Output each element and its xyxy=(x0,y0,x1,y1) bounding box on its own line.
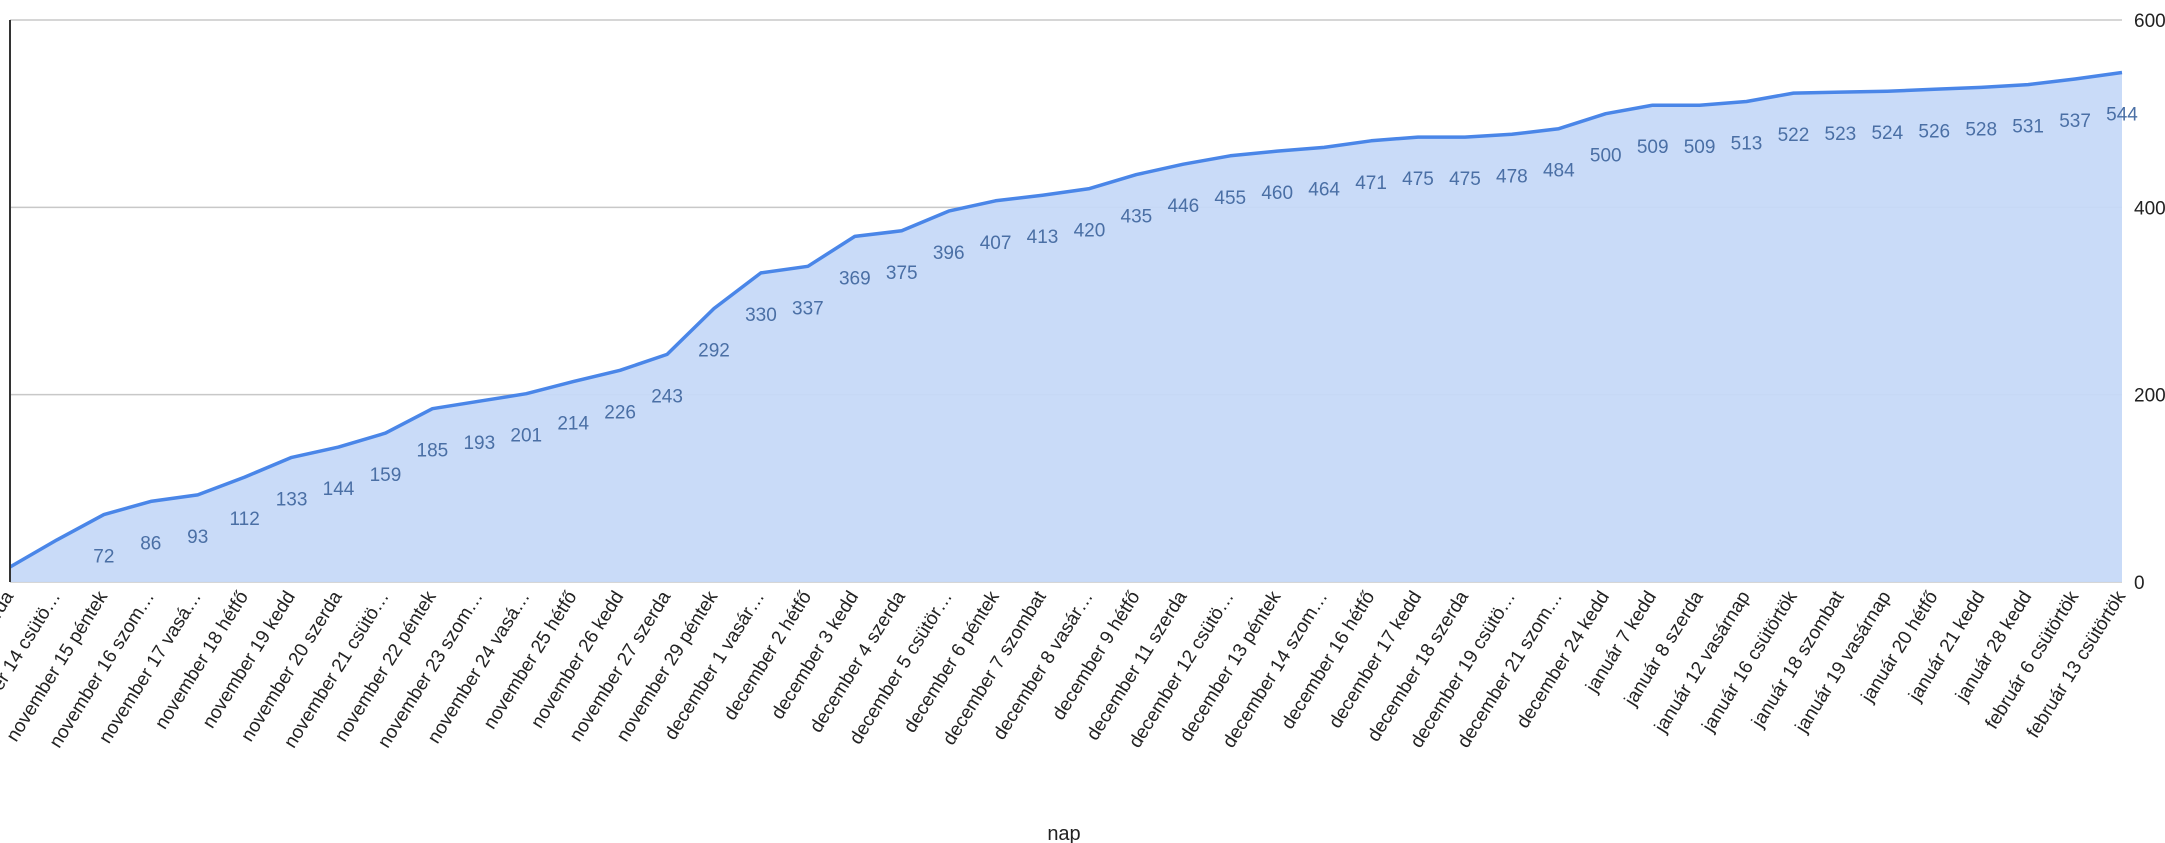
data-label: 214 xyxy=(557,414,589,435)
data-label: 133 xyxy=(276,489,308,510)
data-label: 523 xyxy=(1825,124,1857,145)
data-label: 544 xyxy=(2106,104,2138,125)
data-label: 464 xyxy=(1308,179,1340,200)
x-tick-label: erda xyxy=(0,587,18,631)
data-label: 524 xyxy=(1871,123,1903,144)
area-fill xyxy=(10,72,2122,582)
data-label: 86 xyxy=(140,533,161,554)
data-label: 531 xyxy=(2012,117,2044,138)
data-label: 243 xyxy=(651,386,683,407)
data-label: 193 xyxy=(463,433,495,454)
y-tick-label: 600 xyxy=(2134,11,2165,32)
y-axis-ticks: 0 200 400 600 xyxy=(2134,11,2165,594)
data-label: 526 xyxy=(1918,121,1950,142)
data-label: 292 xyxy=(698,340,730,361)
data-label: 528 xyxy=(1965,119,1997,140)
data-label: 509 xyxy=(1684,137,1716,158)
data-label: 513 xyxy=(1731,133,1763,154)
data-label: 375 xyxy=(886,263,918,284)
data-label: 112 xyxy=(230,509,260,530)
data-label: 471 xyxy=(1355,173,1387,194)
data-label: 509 xyxy=(1637,137,1669,158)
data-label: 201 xyxy=(510,426,542,447)
data-label: 500 xyxy=(1590,146,1622,167)
data-label: 159 xyxy=(370,465,402,486)
data-label: 396 xyxy=(933,243,965,264)
data-label: 144 xyxy=(323,479,355,500)
data-label: 475 xyxy=(1449,169,1481,190)
data-label: 537 xyxy=(2059,111,2091,132)
data-label: 226 xyxy=(604,402,636,423)
data-label: 330 xyxy=(745,305,777,326)
data-label: 478 xyxy=(1496,166,1528,187)
y-tick-label: 200 xyxy=(2134,386,2165,407)
y-tick-label: 0 xyxy=(2134,573,2145,594)
data-label: 484 xyxy=(1543,161,1575,182)
data-label: 369 xyxy=(839,268,871,289)
data-label: 420 xyxy=(1074,221,1106,242)
series-line xyxy=(9,70,2123,569)
data-label: 522 xyxy=(1778,125,1810,146)
data-label: 455 xyxy=(1214,188,1246,209)
data-label: 435 xyxy=(1121,207,1153,228)
y-tick-label: 400 xyxy=(2134,198,2165,219)
x-axis-title: nap xyxy=(1047,823,1080,843)
data-labels: 72 86 93 112 133 144 159 185 193 201 214 226 243 292 3… xyxy=(93,104,2138,567)
data-label: 475 xyxy=(1402,169,1434,190)
data-label: 337 xyxy=(792,298,824,319)
data-label: 72 xyxy=(93,547,114,568)
data-label: 93 xyxy=(187,527,208,548)
data-label: 446 xyxy=(1167,196,1199,217)
data-label: 413 xyxy=(1027,227,1059,248)
data-label: 460 xyxy=(1261,183,1293,204)
data-label: 407 xyxy=(980,233,1012,254)
data-label: 185 xyxy=(417,441,449,462)
